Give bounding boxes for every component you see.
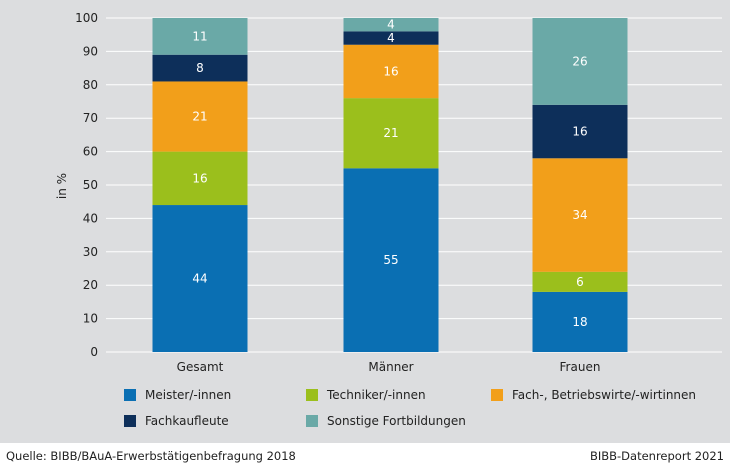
bar-segment <box>532 291 628 352</box>
bar-segment <box>152 81 248 152</box>
y-tick-label: 70 <box>83 111 98 125</box>
data-label: 21 <box>192 110 207 124</box>
category-label: Frauen <box>560 360 601 374</box>
legend-item: Meister/-innen <box>124 388 231 402</box>
data-label: 44 <box>192 272 207 286</box>
y-tick-label: 90 <box>83 44 98 58</box>
bar-segment <box>343 98 439 169</box>
legend-swatch <box>491 389 503 401</box>
legend-label: Sonstige Fortbildungen <box>327 414 466 428</box>
bar-segment <box>152 18 248 55</box>
data-label: 34 <box>572 208 587 222</box>
data-label: 16 <box>192 171 207 185</box>
bar-segment <box>343 18 439 32</box>
y-axis-label: in % <box>55 173 69 199</box>
legend-label: Fach-, Betriebswirte/-wirtinnen <box>512 388 697 402</box>
data-label: 4 <box>387 18 395 32</box>
bar-segment <box>532 104 628 159</box>
legend-swatch <box>306 389 318 401</box>
bar-segment <box>343 168 439 352</box>
legend-item: Sonstige Fortbildungen <box>306 414 466 428</box>
bar-segment <box>152 151 248 206</box>
y-tick-label: 20 <box>83 278 98 292</box>
y-tick-label: 100 <box>75 11 98 25</box>
bar-segment <box>343 31 439 45</box>
data-label: 16 <box>383 64 398 78</box>
category-label: Männer <box>368 360 413 374</box>
bar-segment <box>532 18 628 105</box>
legend-label: Techniker/-innen <box>327 388 426 402</box>
legend-swatch <box>124 389 136 401</box>
y-tick-label: 60 <box>83 145 98 159</box>
data-label: 21 <box>383 126 398 140</box>
bar-segment <box>152 205 248 352</box>
category-label: Gesamt <box>177 360 224 374</box>
chart-legend: Meister/-innen Techniker/-innen Fach-, Bet… <box>124 388 696 428</box>
report-name: BIBB-Datenreport 2021 <box>589 449 724 463</box>
y-tick-label: 10 <box>83 312 98 326</box>
bar-segment <box>152 54 248 82</box>
source-note: Quelle: BIBB/BAuA-Erwerbstätigenbefragun… <box>6 449 296 463</box>
y-tick-label: 30 <box>83 245 98 259</box>
y-tick-label: 40 <box>83 211 98 225</box>
legend-item: Fachkaufleute <box>124 414 229 428</box>
legend-item: Techniker/-innen <box>306 388 426 402</box>
bar-segment <box>532 271 628 292</box>
y-tick-label: 80 <box>83 78 98 92</box>
data-label: 8 <box>196 61 204 75</box>
data-label: 18 <box>572 315 587 329</box>
legend-swatch <box>124 415 136 427</box>
legend-label: Fachkaufleute <box>145 414 229 428</box>
data-label: 6 <box>576 275 584 289</box>
bar-segment <box>343 44 439 99</box>
data-label: 11 <box>192 29 207 43</box>
legend-item: Fach-, Betriebswirte/-wirtinnen <box>491 388 696 402</box>
y-tick-label: 50 <box>83 178 98 192</box>
y-tick-label: 0 <box>90 345 98 359</box>
data-label: 4 <box>387 31 395 45</box>
legend-swatch <box>306 415 318 427</box>
data-label: 16 <box>572 125 587 139</box>
data-label: 55 <box>383 253 398 267</box>
data-label: 26 <box>572 54 587 68</box>
legend-label: Meister/-innen <box>145 388 232 402</box>
stacked-bar-chart: 0 10 20 30 40 50 60 70 80 90 100 in % 44 16 21 8 11 Gesam… <box>55 11 722 374</box>
bar-segment <box>532 158 628 272</box>
